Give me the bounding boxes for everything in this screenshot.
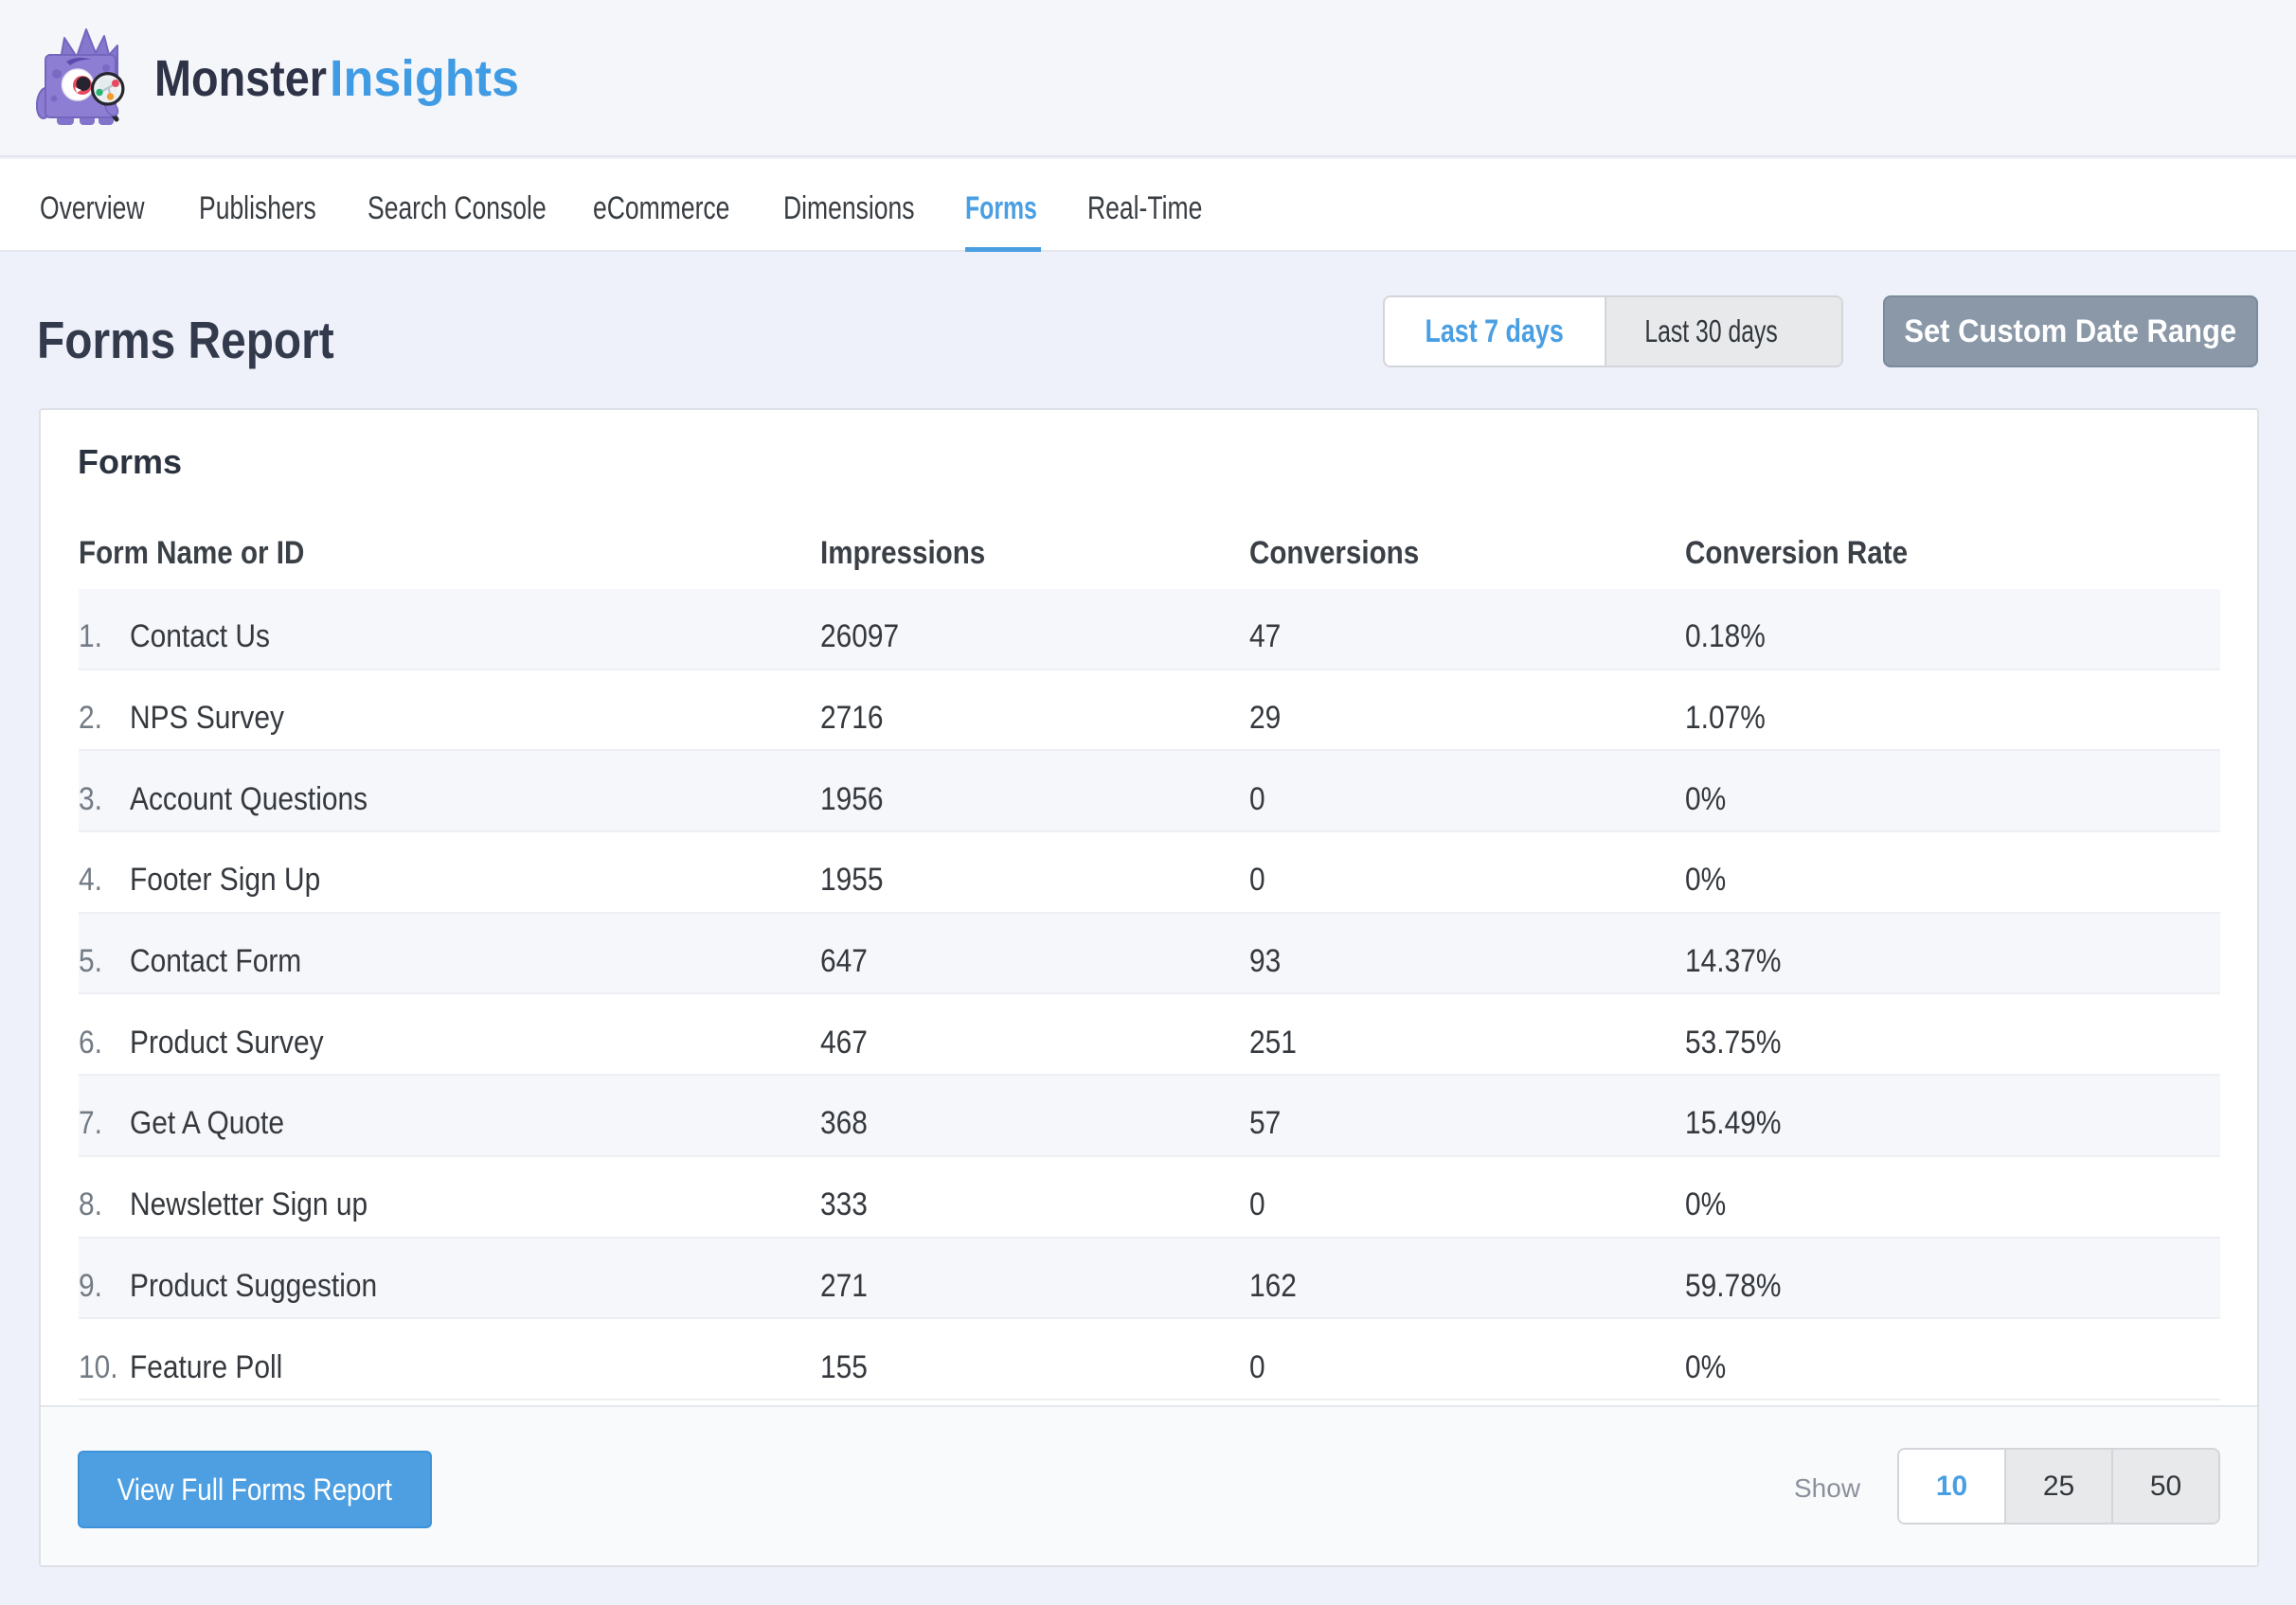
svg-text:Monster: Monster: [154, 50, 327, 107]
svg-text:Insights: Insights: [330, 50, 519, 107]
